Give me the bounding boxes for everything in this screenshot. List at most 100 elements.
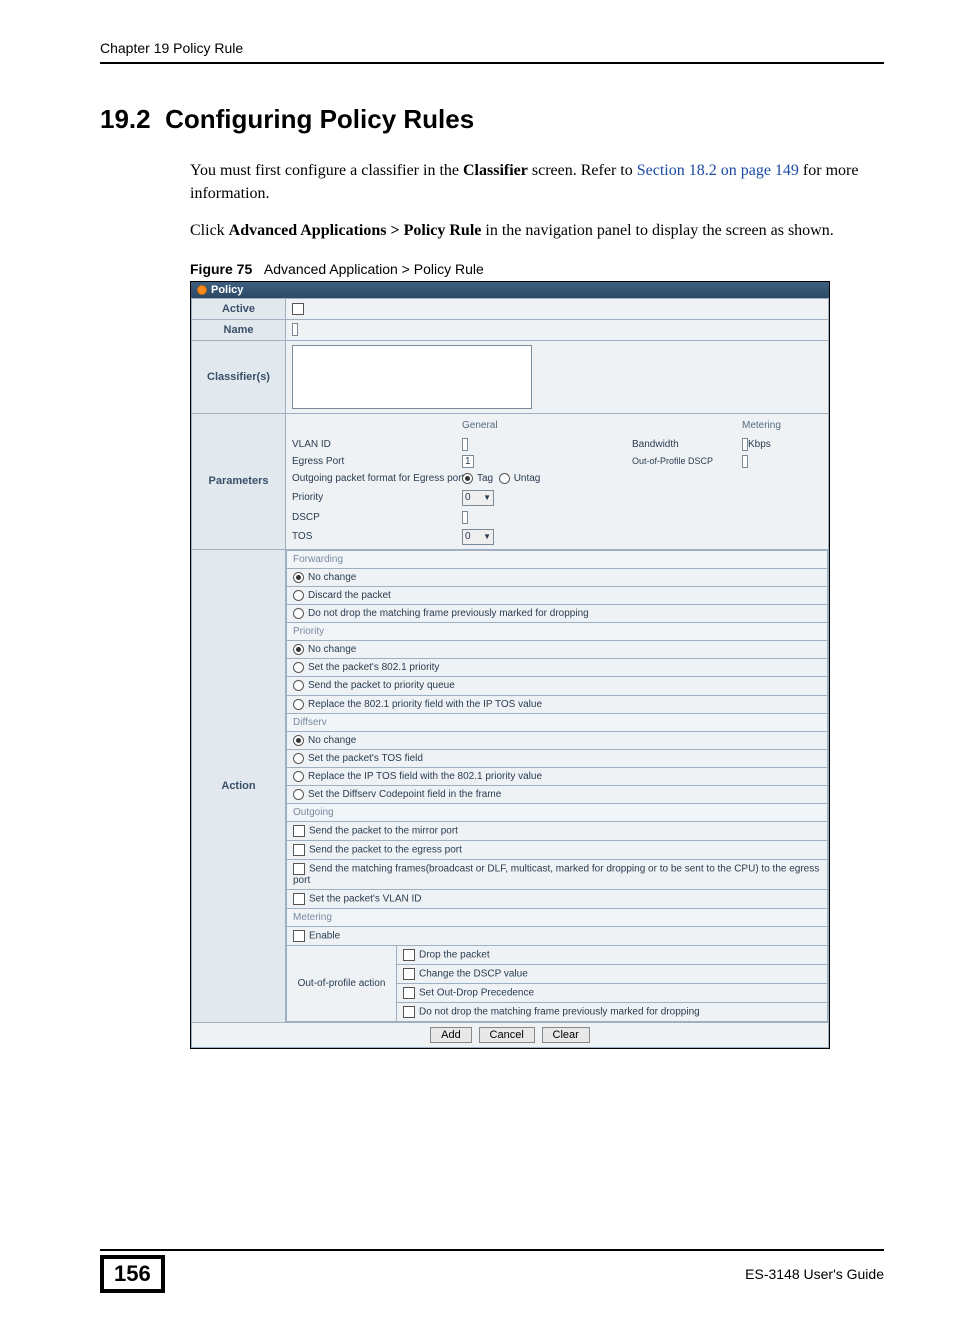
pr-nochange-label: No change <box>308 644 356 655</box>
egress-port-label: Egress Port <box>292 456 462 467</box>
fw-nochange-label: No change <box>308 572 356 583</box>
dscp-label: DSCP <box>292 512 462 523</box>
priority-value: 0 <box>465 492 471 503</box>
oop-nodrop-label: Do not drop the matching frame previousl… <box>419 1007 700 1018</box>
general-header: General <box>462 418 632 433</box>
pr-replace-label: Replace the 802.1 priority field with th… <box>308 699 542 710</box>
page-footer: 156 ES-3148 User's Guide <box>100 1249 884 1293</box>
ds-nochange-radio[interactable] <box>293 735 304 746</box>
diffserv-header: Diffserv <box>287 713 828 731</box>
bandwidth-label: Bandwidth <box>632 439 742 450</box>
bold-text: Advanced Applications > Policy Rule <box>229 222 482 239</box>
kbps-label: Kbps <box>748 439 771 450</box>
section-number: 19.2 <box>100 104 151 134</box>
oop-dscp-label: Out-of-Profile DSCP <box>632 456 742 466</box>
oop-drop-label: Drop the packet <box>419 950 490 961</box>
pr-set8021-label: Set the packet's 802.1 priority <box>308 662 439 673</box>
fw-nodrop-label: Do not drop the matching frame previousl… <box>308 608 589 619</box>
oop-changedscp-label: Change the DSCP value <box>419 969 528 980</box>
clear-button[interactable]: Clear <box>542 1027 590 1043</box>
og-mirror-label: Send the packet to the mirror port <box>309 826 458 837</box>
action-metering-header: Metering <box>287 909 828 927</box>
outgoing-header: Outgoing <box>287 804 828 822</box>
fw-discard-label: Discard the packet <box>308 590 391 601</box>
tos-label: TOS <box>292 531 462 542</box>
figure-title: Advanced Application > Policy Rule <box>264 261 484 277</box>
og-setvlan-label: Set the packet's VLAN ID <box>309 894 422 905</box>
fw-nochange-radio[interactable] <box>293 572 304 583</box>
tos-select[interactable]: 0▼ <box>462 529 494 545</box>
name-input[interactable] <box>292 323 298 336</box>
ds-nochange-label: No change <box>308 735 356 746</box>
pr-nochange-radio[interactable] <box>293 644 304 655</box>
chevron-down-icon: ▼ <box>483 532 491 541</box>
text: in the navigation panel to display the s… <box>481 222 833 239</box>
outgoing-format-label: Outgoing packet format for Egress port <box>292 473 462 484</box>
metering-header: Metering <box>742 418 822 433</box>
ds-settos-radio[interactable] <box>293 753 304 764</box>
ds-replace-label: Replace the IP TOS field with the 802.1 … <box>308 771 542 782</box>
fw-nodrop-radio[interactable] <box>293 608 304 619</box>
dscp-input[interactable] <box>462 511 468 524</box>
cancel-button[interactable]: Cancel <box>479 1027 535 1043</box>
og-matching-checkbox[interactable] <box>293 863 305 875</box>
cross-reference-link[interactable]: Section 18.2 on page 149 <box>637 162 799 179</box>
tos-value: 0 <box>465 531 471 542</box>
pr-sendq-label: Send the packet to priority queue <box>308 681 455 692</box>
oop-precedence-checkbox[interactable] <box>403 987 415 999</box>
oop-drop-checkbox[interactable] <box>403 949 415 961</box>
text: Click <box>190 222 229 239</box>
ds-codepoint-radio[interactable] <box>293 789 304 800</box>
pr-replace-radio[interactable] <box>293 699 304 710</box>
paragraph-2: Click Advanced Applications > Policy Rul… <box>190 219 884 242</box>
ds-settos-label: Set the packet's TOS field <box>308 753 423 764</box>
og-matching-label: Send the matching frames(broadcast or DL… <box>293 864 819 886</box>
row-label-name: Name <box>192 319 286 340</box>
figure-number: Figure 75 <box>190 261 252 277</box>
page-number: 156 <box>100 1255 165 1293</box>
vlan-id-label: VLAN ID <box>292 439 462 450</box>
og-egress-checkbox[interactable] <box>293 844 305 856</box>
priority-select[interactable]: 0▼ <box>462 490 494 506</box>
oop-precedence-label: Set Out-Drop Precedence <box>419 988 534 999</box>
section-title: 19.2 Configuring Policy Rules <box>100 104 884 135</box>
oop-dscp-input[interactable] <box>742 455 748 468</box>
og-setvlan-checkbox[interactable] <box>293 893 305 905</box>
row-label-classifiers: Classifier(s) <box>192 340 286 413</box>
og-mirror-checkbox[interactable] <box>293 825 305 837</box>
pr-set8021-radio[interactable] <box>293 662 304 673</box>
mt-enable-label: Enable <box>309 931 340 942</box>
add-button[interactable]: Add <box>430 1027 472 1043</box>
classifiers-listbox[interactable] <box>292 345 532 409</box>
vlan-id-input[interactable] <box>462 438 468 451</box>
bold-text: Classifier <box>463 162 528 179</box>
ds-replace-radio[interactable] <box>293 771 304 782</box>
priority-label: Priority <box>292 492 462 503</box>
section-heading: Configuring Policy Rules <box>165 104 474 134</box>
tag-radio[interactable] <box>462 473 473 484</box>
chevron-down-icon: ▼ <box>483 493 491 502</box>
untag-radio[interactable] <box>499 473 510 484</box>
screenshot-policy-rule: Policy Active Name Classifier(s) Paramet… <box>190 281 830 1050</box>
text: You must first configure a classifier in… <box>190 162 463 179</box>
oop-action-label: Out-of-profile action <box>287 946 397 1022</box>
pr-sendq-radio[interactable] <box>293 680 304 691</box>
oop-changedscp-checkbox[interactable] <box>403 968 415 980</box>
mt-enable-checkbox[interactable] <box>293 930 305 942</box>
row-label-action: Action <box>192 549 286 1023</box>
egress-port-input[interactable]: 1 <box>462 455 474 468</box>
bullet-icon <box>197 285 207 295</box>
tag-label: Tag <box>477 473 493 484</box>
priority-header: Priority <box>287 623 828 641</box>
guide-name: ES-3148 User's Guide <box>745 1266 884 1282</box>
panel-title: Policy <box>211 284 243 296</box>
text: screen. Refer to <box>528 162 637 179</box>
row-label-active: Active <box>192 298 286 319</box>
ds-codepoint-label: Set the Diffserv Codepoint field in the … <box>308 789 501 800</box>
figure-caption: Figure 75 Advanced Application > Policy … <box>190 261 884 277</box>
fw-discard-radio[interactable] <box>293 590 304 601</box>
og-egress-label: Send the packet to the egress port <box>309 845 462 856</box>
forwarding-header: Forwarding <box>287 550 828 568</box>
oop-nodrop-checkbox[interactable] <box>403 1006 415 1018</box>
active-checkbox[interactable] <box>292 303 304 315</box>
